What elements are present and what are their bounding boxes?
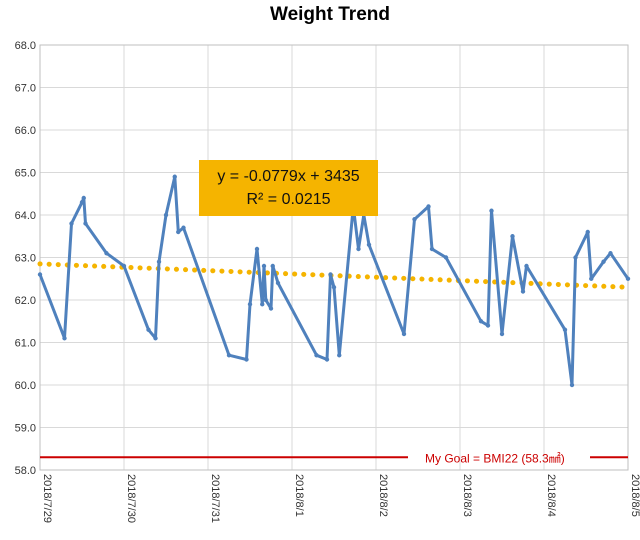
x-axis-ticks: 2018/7/29 2018/7/30 2018/7/31 2018/8/1 2018/… (41, 474, 640, 523)
data-point (426, 204, 431, 209)
data-point (601, 259, 606, 264)
x-tick-label: 2018/8/3 (461, 474, 473, 517)
data-point (625, 276, 631, 281)
data-point (337, 353, 342, 358)
data-point (562, 327, 568, 332)
data-point (81, 195, 86, 201)
data-point (569, 382, 575, 388)
y-tick-label: 65.0 (15, 168, 36, 180)
data-point (443, 255, 449, 260)
data-point (324, 357, 330, 362)
data-point (589, 276, 594, 281)
data-point (429, 246, 435, 252)
data-point (263, 297, 268, 303)
data-point (247, 302, 253, 307)
trendline-r-squared: R² = 0.0215 (246, 191, 331, 208)
goal-line: My Goal = BMI22 (58.3㎟) (40, 451, 628, 465)
weight-series (37, 174, 631, 388)
grid (39, 44, 629, 471)
data-point (146, 327, 151, 332)
data-point (412, 217, 417, 222)
trendline-equation: y = -0.0779x + 3435 (217, 168, 360, 185)
data-point (328, 272, 333, 277)
data-point (261, 263, 267, 269)
data-point (254, 246, 260, 252)
y-tick-label: 66.0 (15, 125, 36, 137)
data-point (275, 280, 281, 286)
data-point (163, 212, 169, 218)
data-point (181, 225, 186, 230)
data-point (510, 234, 515, 239)
data-point (153, 336, 158, 341)
data-point (104, 251, 109, 256)
data-point (478, 319, 484, 324)
trend-line (37, 261, 631, 290)
data-point (608, 251, 613, 256)
data-point (401, 331, 407, 337)
trendline-equation-box: y = -0.0779x + 3435 R² = 0.0215 (199, 160, 378, 216)
y-tick-label: 68.0 (15, 40, 36, 52)
data-point (172, 174, 177, 179)
data-point (485, 323, 491, 328)
data-point (268, 306, 274, 311)
y-tick-label: 67.0 (15, 83, 36, 95)
data-point (366, 242, 372, 247)
x-tick-label: 2018/8/2 (377, 474, 389, 517)
y-tick-label: 61.0 (15, 338, 36, 350)
trendline (37, 261, 631, 290)
y-axis-ticks: 58.0 59.0 60.0 61.0 62.0 63.0 64.0 65.0 66.0 67.0… (15, 40, 36, 477)
data-point (226, 353, 232, 358)
x-tick-label: 2018/8/1 (293, 474, 305, 517)
goal-line-label: My Goal = BMI22 (58.3㎟) (425, 451, 565, 465)
chart-title: Weight Trend (270, 4, 390, 25)
x-tick-label: 2018/7/31 (209, 474, 221, 523)
data-point (69, 221, 74, 226)
x-tick-label: 2018/8/4 (545, 474, 557, 517)
y-tick-label: 60.0 (15, 380, 36, 392)
data-point (524, 263, 529, 269)
x-tick-label: 2018/7/30 (125, 474, 137, 523)
data-point (156, 259, 162, 264)
data-point (331, 285, 337, 290)
data-point (489, 208, 494, 213)
data-point (573, 255, 578, 260)
x-tick-label: 2018/7/29 (41, 474, 53, 523)
y-tick-label: 62.0 (15, 295, 36, 307)
data-point (260, 302, 265, 307)
y-tick-label: 58.0 (15, 465, 36, 477)
data-point (121, 263, 127, 269)
plot-area (39, 44, 629, 471)
data-point (314, 353, 319, 358)
data-point (244, 357, 249, 362)
data-point (62, 336, 67, 341)
data-point (79, 200, 85, 205)
y-tick-label: 64.0 (15, 210, 36, 222)
data-point (356, 246, 361, 252)
y-tick-label: 59.0 (15, 423, 36, 435)
data-point (37, 272, 43, 277)
data-point (499, 331, 505, 337)
data-point (585, 229, 590, 235)
y-tick-label: 63.0 (15, 253, 36, 265)
x-tick-label: 2018/8/5 (629, 474, 640, 517)
data-point (83, 221, 88, 226)
data-point (520, 289, 526, 294)
data-point (270, 263, 275, 269)
data-point (176, 229, 181, 235)
